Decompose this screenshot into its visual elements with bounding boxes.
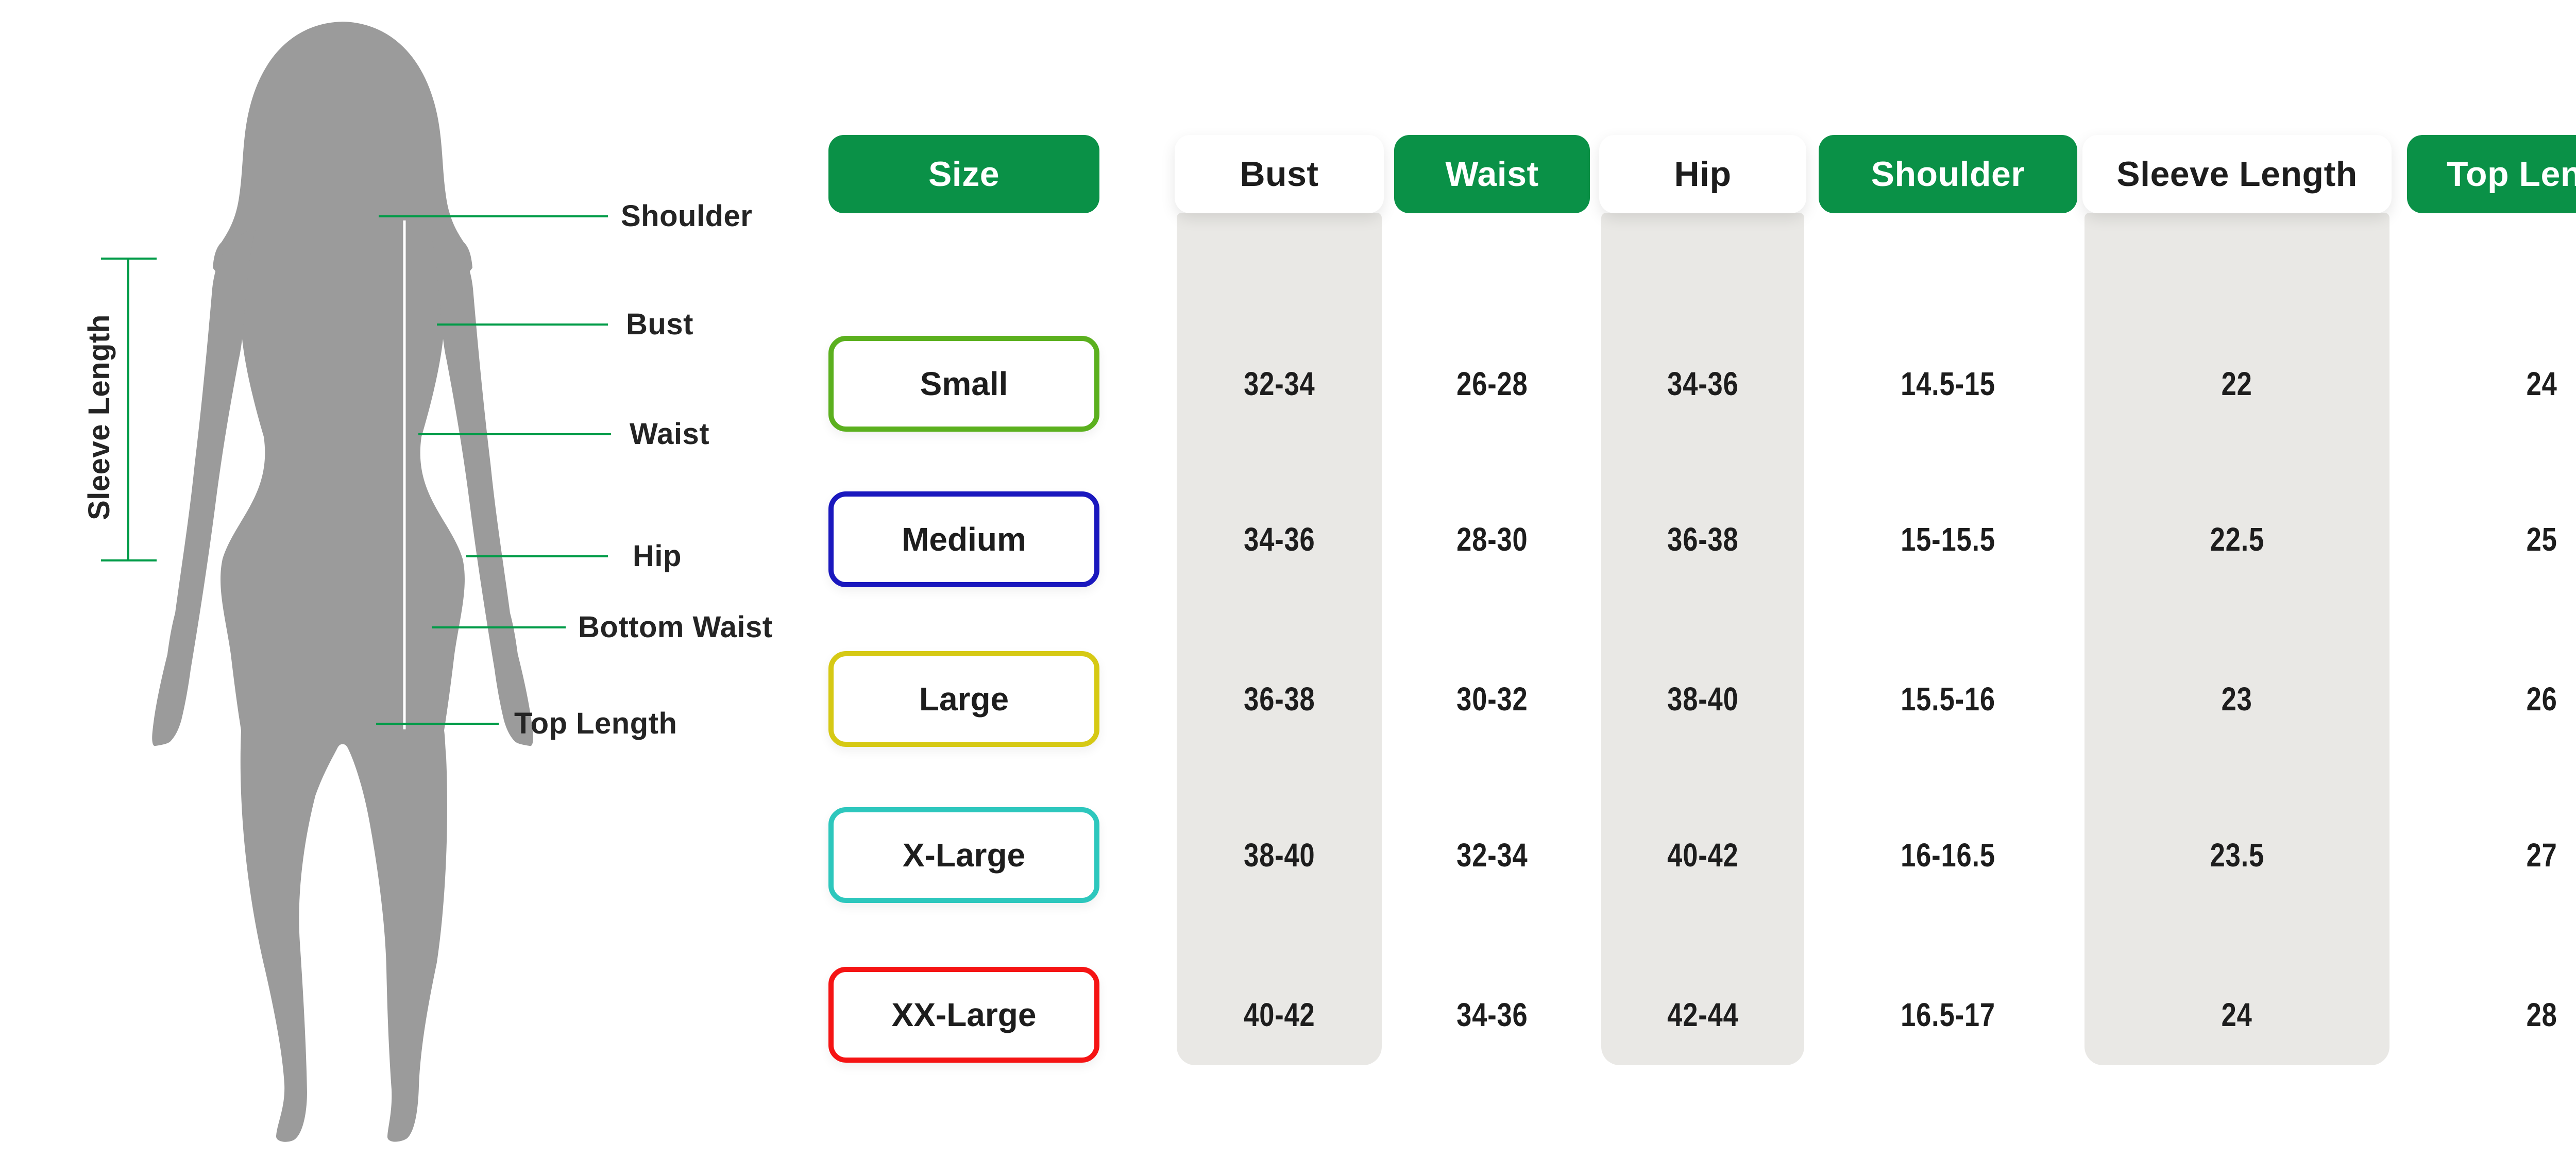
cell-value: 15.5-16 <box>1901 680 1995 718</box>
cell-x-large-hip: 40-42 <box>1599 816 1806 894</box>
cell-value: 23 <box>2221 680 2253 718</box>
cell-value: 26 <box>2526 680 2558 718</box>
cell-small-shoulder: 14.5-15 <box>1819 345 2077 422</box>
bottom-waist-label: Bottom Waist <box>578 610 773 644</box>
cell-value: 40-42 <box>1243 996 1315 1033</box>
cell-value: 24 <box>2526 365 2558 402</box>
cell-value: 36-38 <box>1243 680 1315 718</box>
cell-medium-top-length: 25 <box>2407 501 2576 578</box>
cell-value: 34-36 <box>1456 996 1528 1033</box>
cell-value: 42-44 <box>1667 996 1739 1033</box>
cell-medium-shoulder: 15-15.5 <box>1819 501 2077 578</box>
measurement-figure: Shoulder Bust Waist Hip Bottom Waist Top… <box>0 0 799 1159</box>
cell-large-waist: 30-32 <box>1394 660 1590 738</box>
cell-medium-waist: 28-30 <box>1394 501 1590 578</box>
cell-value: 38-40 <box>1243 837 1315 874</box>
cell-value: 22 <box>2221 365 2253 402</box>
cell-x-large-waist: 32-34 <box>1394 816 1590 894</box>
size-button-large: Large <box>828 651 1099 747</box>
cell-value: 14.5-15 <box>1901 365 1995 402</box>
bust-label: Bust <box>626 308 693 341</box>
cell-medium-hip: 36-38 <box>1599 501 1806 578</box>
waist-label: Waist <box>630 417 710 451</box>
cell-large-bust: 36-38 <box>1175 660 1384 738</box>
cell-xx-large-bust: 40-42 <box>1175 976 1384 1053</box>
cell-value: 34-36 <box>1243 521 1315 558</box>
cell-value: 23.5 <box>2210 837 2264 874</box>
cell-value: 16-16.5 <box>1901 837 1995 874</box>
cell-value: 28-30 <box>1456 521 1528 558</box>
cell-x-large-sleeve-length: 23.5 <box>2082 816 2392 894</box>
cell-xx-large-shoulder: 16.5-17 <box>1819 976 2077 1053</box>
cell-xx-large-sleeve-length: 24 <box>2082 976 2392 1053</box>
column-header-bust: Bust <box>1175 135 1384 213</box>
cell-x-large-shoulder: 16-16.5 <box>1819 816 2077 894</box>
measurement-lines <box>101 215 611 725</box>
cell-value: 15-15.5 <box>1901 521 1995 558</box>
cell-x-large-top-length: 27 <box>2407 816 2576 894</box>
cell-small-bust: 32-34 <box>1175 345 1384 422</box>
cell-medium-sleeve-length: 22.5 <box>2082 501 2392 578</box>
cell-value: 28 <box>2526 996 2558 1033</box>
cell-value: 36-38 <box>1667 521 1739 558</box>
cell-small-sleeve-length: 22 <box>2082 345 2392 422</box>
right-arm-silhouette <box>429 228 533 746</box>
cell-large-top-length: 26 <box>2407 660 2576 738</box>
top-length-label: Top Length <box>514 707 677 740</box>
hip-label: Hip <box>633 539 682 573</box>
cell-value: 27 <box>2526 837 2558 874</box>
size-button-xx-large: XX-Large <box>828 967 1099 1063</box>
body-silhouette <box>213 22 472 1142</box>
cell-xx-large-waist: 34-36 <box>1394 976 1590 1053</box>
cell-large-sleeve-length: 23 <box>2082 660 2392 738</box>
cell-value: 34-36 <box>1667 365 1739 402</box>
column-header-sleeve-length: Sleeve Length <box>2082 135 2392 213</box>
column-header-shoulder: Shoulder <box>1819 135 2077 213</box>
column-stripe-sleeve-length <box>2084 213 2389 1065</box>
cell-value: 24 <box>2221 996 2253 1033</box>
cell-value: 32-34 <box>1243 365 1315 402</box>
column-header-waist: Waist <box>1394 135 1590 213</box>
cell-large-hip: 38-40 <box>1599 660 1806 738</box>
cell-value: 30-32 <box>1456 680 1528 718</box>
column-stripe-hip <box>1601 213 1804 1065</box>
cell-xx-large-top-length: 28 <box>2407 976 2576 1053</box>
cell-x-large-bust: 38-40 <box>1175 816 1384 894</box>
shoulder-label: Shoulder <box>621 199 753 233</box>
female-silhouette-svg <box>101 22 611 1142</box>
cell-value: 26-28 <box>1456 365 1528 402</box>
cell-large-shoulder: 15.5-16 <box>1819 660 2077 738</box>
left-arm-silhouette <box>152 228 256 746</box>
cell-value: 38-40 <box>1667 680 1739 718</box>
cell-small-waist: 26-28 <box>1394 345 1590 422</box>
cell-value: 16.5-17 <box>1901 996 1995 1033</box>
cell-small-hip: 34-36 <box>1599 345 1806 422</box>
cell-value: 40-42 <box>1667 837 1739 874</box>
cell-value: 25 <box>2526 521 2558 558</box>
size-button-x-large: X-Large <box>828 807 1099 903</box>
cell-medium-bust: 34-36 <box>1175 501 1384 578</box>
cell-xx-large-hip: 42-44 <box>1599 976 1806 1053</box>
column-header-size: Size <box>828 135 1099 213</box>
size-button-small: Small <box>828 336 1099 432</box>
size-button-medium: Medium <box>828 491 1099 587</box>
cell-value: 32-34 <box>1456 837 1528 874</box>
column-header-hip: Hip <box>1599 135 1806 213</box>
column-header-top-length: Top Length <box>2407 135 2576 213</box>
column-stripe-bust <box>1177 213 1382 1065</box>
cell-value: 22.5 <box>2210 521 2264 558</box>
cell-small-top-length: 24 <box>2407 345 2576 422</box>
